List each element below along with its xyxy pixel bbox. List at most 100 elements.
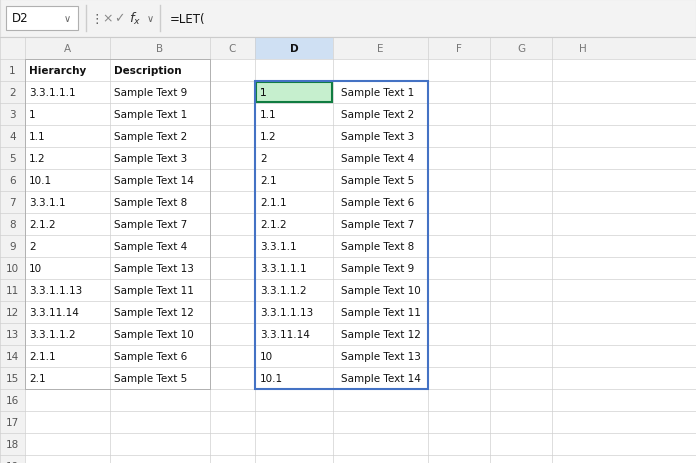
Text: B: B (157, 44, 164, 54)
Text: C: C (229, 44, 236, 54)
Text: Sample Text 4: Sample Text 4 (114, 242, 187, 251)
Text: 1: 1 (29, 110, 35, 120)
Text: Sample Text 5: Sample Text 5 (341, 175, 414, 186)
Text: 14: 14 (6, 351, 19, 361)
Text: Sample Text 12: Sample Text 12 (341, 329, 421, 339)
Text: Sample Text 12: Sample Text 12 (114, 307, 194, 317)
Text: Sample Text 13: Sample Text 13 (341, 351, 421, 361)
Text: Sample Text 9: Sample Text 9 (114, 88, 187, 98)
Text: 2.1: 2.1 (29, 373, 46, 383)
Text: Sample Text 14: Sample Text 14 (341, 373, 421, 383)
Text: 19: 19 (6, 461, 19, 463)
Text: Description: Description (114, 66, 182, 76)
Text: Hierarchy: Hierarchy (29, 66, 86, 76)
Text: 12: 12 (6, 307, 19, 317)
Text: Sample Text 7: Sample Text 7 (114, 219, 187, 230)
Text: Sample Text 6: Sample Text 6 (114, 351, 187, 361)
Text: 3.3.1.1.13: 3.3.1.1.13 (29, 285, 82, 295)
Text: 2: 2 (260, 154, 267, 163)
Text: Sample Text 4: Sample Text 4 (341, 154, 414, 163)
Text: A: A (64, 44, 71, 54)
Text: Sample Text 7: Sample Text 7 (341, 219, 414, 230)
Text: $f_x$: $f_x$ (129, 11, 141, 27)
Text: 2.1: 2.1 (260, 175, 276, 186)
Text: 1.1: 1.1 (29, 131, 46, 142)
Text: Sample Text 6: Sample Text 6 (341, 198, 414, 207)
Text: 1.2: 1.2 (260, 131, 276, 142)
Text: 3.3.1.1: 3.3.1.1 (29, 198, 65, 207)
Bar (0, 0, 696, 38)
Text: 10: 10 (6, 263, 19, 274)
Text: 10.1: 10.1 (260, 373, 283, 383)
Text: 4: 4 (9, 131, 16, 142)
Bar (6, 7, 78, 31)
Text: H: H (579, 44, 587, 54)
Text: ⋮: ⋮ (90, 13, 102, 25)
Text: 3.3.1.1.2: 3.3.1.1.2 (260, 285, 307, 295)
Text: D: D (290, 44, 299, 54)
Text: 3.3.11.14: 3.3.11.14 (29, 307, 79, 317)
Text: 1: 1 (260, 88, 267, 98)
Text: Sample Text 1: Sample Text 1 (341, 88, 414, 98)
Text: Sample Text 9: Sample Text 9 (341, 263, 414, 274)
Text: ∨: ∨ (147, 14, 154, 24)
Text: F: F (456, 44, 462, 54)
Text: Sample Text 2: Sample Text 2 (114, 131, 187, 142)
Text: Sample Text 10: Sample Text 10 (114, 329, 193, 339)
Text: E: E (377, 44, 383, 54)
Text: 10.1: 10.1 (29, 175, 52, 186)
Text: 1: 1 (260, 88, 267, 98)
Text: Sample Text 2: Sample Text 2 (341, 110, 414, 120)
Text: 1: 1 (9, 66, 16, 76)
Bar (256, 83, 332, 103)
Bar (0, 60, 25, 463)
Text: Sample Text 11: Sample Text 11 (341, 307, 421, 317)
Bar (0, 38, 696, 60)
Text: 9: 9 (9, 242, 16, 251)
Text: 3.3.1.1.1: 3.3.1.1.1 (29, 88, 76, 98)
Text: 15: 15 (6, 373, 19, 383)
Text: Sample Text 10: Sample Text 10 (341, 285, 421, 295)
Text: Sample Text 1: Sample Text 1 (114, 110, 187, 120)
Text: 17: 17 (6, 417, 19, 427)
Text: ✓: ✓ (114, 13, 125, 25)
Text: 2: 2 (9, 88, 16, 98)
Text: Sample Text 8: Sample Text 8 (114, 198, 187, 207)
Text: 10: 10 (260, 351, 273, 361)
Text: 3.3.1.1.2: 3.3.1.1.2 (29, 329, 76, 339)
Text: D2: D2 (12, 13, 29, 25)
Text: ×: × (102, 13, 113, 25)
Text: 10: 10 (29, 263, 42, 274)
Text: 1.2: 1.2 (29, 154, 46, 163)
Text: Sample Text 13: Sample Text 13 (114, 263, 194, 274)
Text: 2.1.2: 2.1.2 (260, 219, 287, 230)
Text: 3.3.11.14: 3.3.11.14 (260, 329, 310, 339)
Text: 3.3.1.1.1: 3.3.1.1.1 (260, 263, 307, 274)
Text: 2.1.1: 2.1.1 (260, 198, 287, 207)
Text: 11: 11 (6, 285, 19, 295)
Text: ∨: ∨ (64, 14, 71, 24)
Text: 2.1.2: 2.1.2 (29, 219, 56, 230)
Text: 3: 3 (9, 110, 16, 120)
Text: Sample Text 3: Sample Text 3 (341, 131, 414, 142)
Text: Sample Text 8: Sample Text 8 (341, 242, 414, 251)
Text: 6: 6 (9, 175, 16, 186)
Text: =LET(: =LET( (170, 13, 205, 25)
Text: 2: 2 (29, 242, 35, 251)
Bar (25, 60, 210, 389)
Text: 2.1.1: 2.1.1 (29, 351, 56, 361)
Bar (255, 82, 428, 389)
Text: 7: 7 (9, 198, 16, 207)
Text: 5: 5 (9, 154, 16, 163)
Text: 8: 8 (9, 219, 16, 230)
Text: Sample Text 14: Sample Text 14 (114, 175, 194, 186)
Bar (255, 38, 333, 60)
Text: G: G (517, 44, 525, 54)
Text: 13: 13 (6, 329, 19, 339)
Text: Sample Text 5: Sample Text 5 (114, 373, 187, 383)
Text: 16: 16 (6, 395, 19, 405)
Text: 1.1: 1.1 (260, 110, 276, 120)
Text: Sample Text 3: Sample Text 3 (114, 154, 187, 163)
Text: Sample Text 11: Sample Text 11 (114, 285, 194, 295)
Text: 3.3.1.1: 3.3.1.1 (260, 242, 296, 251)
